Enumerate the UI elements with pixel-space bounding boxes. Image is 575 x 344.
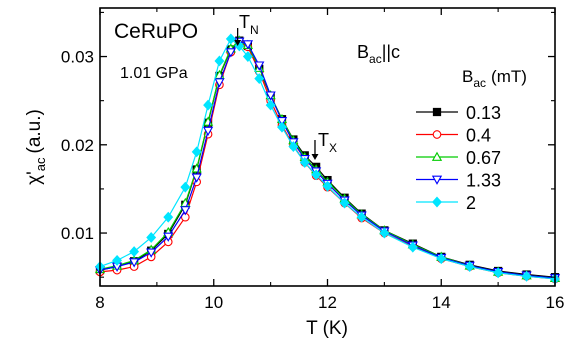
legend-label: 0.4 [466,126,491,146]
legend-label: 2 [466,193,476,213]
y-axis-title-unit: (a.u.) [24,109,45,153]
data-point [128,258,140,268]
legend-label: 1.33 [466,171,501,191]
legend-entry: 2 [416,193,476,213]
legend-entry: 1.33 [416,171,501,191]
x-tick-label: 8 [95,293,104,312]
field-direction-rest: ||c [382,42,400,62]
data-point [225,33,236,45]
x-tick-label: 10 [204,293,223,312]
data-point [254,61,265,71]
legend-marker [431,175,443,185]
plot-frame [99,7,556,287]
tx-label-main: T [318,130,329,150]
data-point [202,126,214,137]
data-point [163,232,174,242]
data-point [379,227,390,239]
data-point [146,232,157,243]
tn-label-sub: N [250,23,259,37]
data-point [254,73,265,85]
data-point [493,267,504,279]
legend: 0.13 0.40.67 1.332 [416,103,501,213]
data-point [311,169,322,181]
field-direction-label: Bac||c [357,42,400,66]
legend-title-main: B [462,67,473,86]
tx-label-sub: X [329,141,337,155]
data-point [191,173,202,183]
tx-arrow [311,140,319,160]
tn-label: TN [239,12,259,37]
data-point [464,261,475,273]
tn-label-main: T [239,12,250,32]
legend-title-sub: ac [473,76,486,90]
data-point [407,241,418,253]
x-axis-title: T (K) [306,318,348,339]
x-tick-label: 16 [546,293,565,312]
series-line-1.33 [99,40,556,279]
sample-label: CeRuPO [114,20,198,43]
legend-marker [432,196,442,208]
data-point [276,117,288,127]
data-point [339,197,350,209]
data-point [288,141,299,152]
legend-title: Bac (mT) [462,67,527,90]
data-point [356,211,367,223]
y-tick-label: 0.03 [61,48,94,67]
data-point [112,254,123,266]
y-tick-label: 0.01 [61,224,94,243]
data-point [163,211,174,223]
data-point [234,40,245,52]
x-tick-label: 12 [318,293,337,312]
y-axis-title: χ'ac (a.u.) [24,109,48,185]
data-point [214,78,225,88]
tx-label: TX [318,130,337,155]
data-point [129,246,140,258]
data-point [521,270,532,282]
legend-entry: 0.4 [416,126,491,146]
legend-label: 0.67 [466,148,501,168]
legend-title-unit: (mT) [491,67,527,86]
data-point [277,121,287,133]
data-point [242,51,253,62]
data-point [225,48,236,58]
legend-entry: 0.67 [416,148,501,168]
data-point [299,157,310,168]
legend-marker [432,107,442,117]
tn-arrow [234,28,242,46]
legend-marker [431,151,443,161]
series-line-2 [99,37,556,280]
field-direction-sub: ac [369,52,382,66]
y-axis-title-main: χ' [24,171,45,185]
data-point [436,253,447,265]
x-tick-label: 14 [432,293,451,312]
legend-label: 0.13 [466,103,501,123]
data-point [180,206,191,216]
ticks-layer: 8 10 12 14 16 0.01 0.02 0.03 [61,8,565,312]
legend-entry: 0.13 [416,103,501,123]
data-point [322,180,333,192]
y-axis-title-sub: ac [33,157,48,171]
pressure-label: 1.01 GPa [120,65,188,82]
data-point [203,99,214,111]
data-point [242,40,254,50]
data-point [265,91,276,101]
y-tick-label: 0.02 [61,136,94,155]
data-point [265,99,276,111]
field-direction-main: B [357,42,369,62]
data-point [214,55,225,67]
data-point [191,146,202,158]
legend-marker [432,130,442,139]
data-point [180,181,191,193]
data-layer [94,33,561,285]
data-point [146,248,157,258]
